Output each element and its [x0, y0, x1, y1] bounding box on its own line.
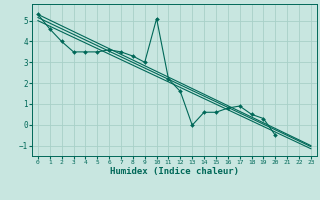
X-axis label: Humidex (Indice chaleur): Humidex (Indice chaleur): [110, 167, 239, 176]
